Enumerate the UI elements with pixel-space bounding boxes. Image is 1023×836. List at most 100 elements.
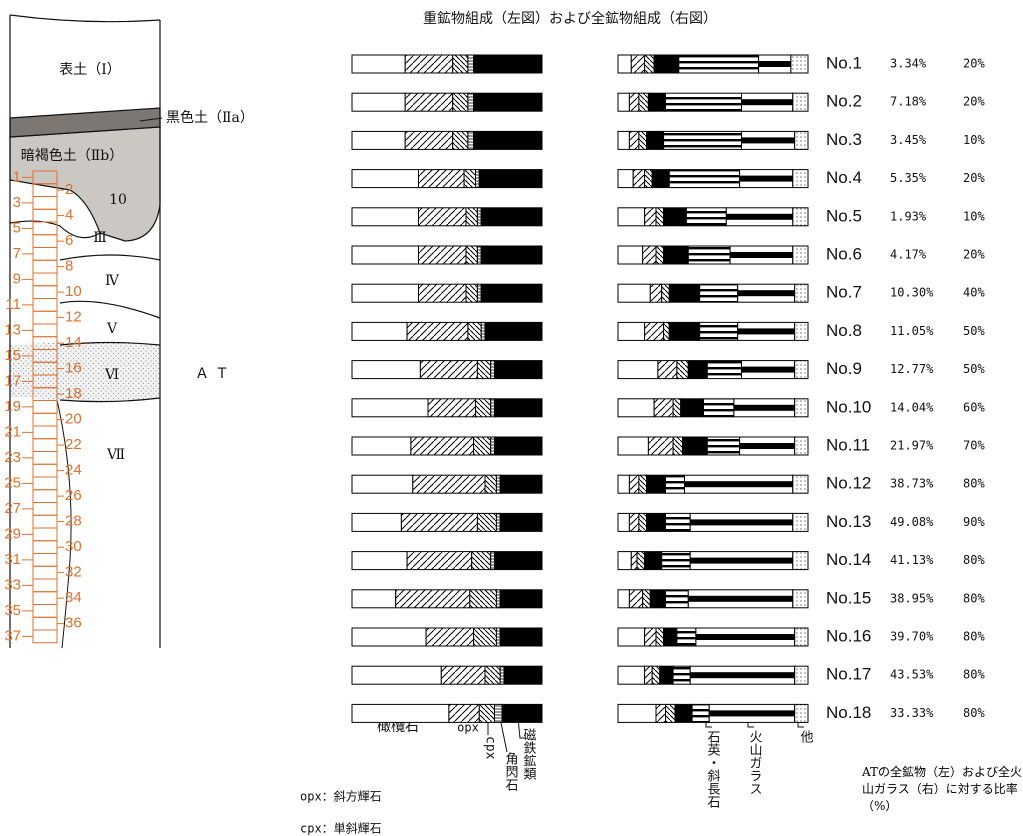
sample-box	[32, 489, 58, 503]
heavy-segment	[494, 436, 543, 456]
heavy-segment	[495, 627, 501, 647]
total-segment	[642, 245, 657, 265]
total-segment	[685, 207, 727, 227]
total-segment	[617, 703, 657, 723]
at-ratio: 80%	[963, 668, 985, 682]
glass-band	[741, 137, 795, 144]
sample-label: 20	[65, 411, 82, 428]
heavy-segment	[480, 321, 486, 341]
total-segment	[630, 551, 638, 571]
total-segment	[794, 130, 809, 150]
sample-label: 9	[13, 270, 21, 287]
total-segment	[672, 436, 684, 456]
sample-label: 32	[65, 564, 82, 581]
sample-label: 33	[4, 576, 21, 593]
heavy-segment	[418, 169, 465, 189]
at-ratio: 20%	[963, 95, 985, 109]
heavy-segment	[412, 474, 486, 494]
heavy-segment	[351, 436, 412, 456]
row-no: No.6	[826, 244, 862, 263]
heavy-segment	[452, 130, 469, 150]
glass-band	[709, 710, 795, 717]
heavy-segment	[425, 627, 475, 647]
total-segment	[644, 321, 665, 341]
total-segment	[628, 589, 644, 609]
sample-box	[32, 400, 58, 414]
row-no: No.13	[826, 512, 871, 531]
total-segment	[636, 551, 646, 571]
sample-label: 3	[13, 194, 21, 211]
heavy-segment	[463, 169, 477, 189]
row-no: No.18	[826, 703, 871, 722]
total-segment	[617, 474, 630, 494]
heavy-segment	[490, 360, 496, 380]
heavy-segment	[499, 665, 505, 685]
at-ratio: 20%	[963, 248, 985, 262]
total-segment	[655, 245, 665, 265]
total-segment	[646, 512, 666, 532]
glass-ratio: 49.08%	[890, 515, 934, 529]
heavy-segment	[484, 665, 501, 685]
total-segment	[644, 169, 653, 189]
heavy-segment	[499, 474, 543, 494]
heavy-segment	[351, 92, 406, 112]
heavy-segment	[351, 245, 419, 265]
heavy-segment	[484, 474, 497, 494]
sample-label: 15	[4, 347, 21, 364]
heavy-segment	[473, 130, 543, 150]
layer-label: Ⅴ	[106, 321, 118, 337]
total-segment	[655, 703, 666, 723]
total-segment	[668, 169, 741, 189]
total-segment	[794, 321, 809, 341]
total-segment	[699, 321, 739, 341]
row-no: No.1	[826, 53, 862, 72]
glass-band	[737, 290, 795, 297]
total-segment	[617, 551, 632, 571]
heavy-segment	[351, 169, 419, 189]
total-segment	[628, 130, 640, 150]
heavy-segment	[473, 54, 543, 74]
heavy-segment	[490, 436, 496, 456]
sample-label: 21	[4, 423, 21, 440]
heavy-segment	[494, 398, 543, 418]
total-segment	[665, 474, 685, 494]
sample-label: 35	[4, 602, 21, 619]
at-ratio: 60%	[963, 400, 985, 414]
sample-label: 36	[65, 615, 82, 632]
heavy-segment	[465, 207, 478, 227]
sample-label: 18	[65, 385, 82, 402]
heavy-segment	[478, 703, 495, 723]
total-segment	[617, 130, 630, 150]
total-segment	[653, 54, 680, 74]
sample-label: 27	[4, 500, 21, 517]
total-segment	[649, 283, 663, 303]
at-ratio: 80%	[963, 591, 985, 605]
heavy-segment	[494, 360, 543, 380]
row-no: No.4	[826, 168, 862, 187]
heavy-segment	[499, 627, 543, 647]
sample-box	[32, 412, 58, 427]
glass-band	[690, 519, 793, 526]
total-segment	[663, 627, 678, 647]
total-segment	[646, 130, 665, 150]
total-segment	[663, 207, 687, 227]
total-segment	[792, 474, 809, 494]
total-segment	[676, 627, 697, 647]
at-ratio: 80%	[963, 553, 985, 567]
total-segment	[617, 627, 646, 647]
sample-label: 14	[65, 334, 82, 351]
glass-ratio: 39.70%	[890, 630, 934, 644]
heavy-segment	[395, 589, 471, 609]
sample-box	[32, 208, 58, 223]
heavy-segment	[480, 245, 543, 265]
heavy-segment	[503, 665, 543, 685]
total-segment	[663, 321, 670, 341]
total-segment	[617, 92, 630, 112]
heavy-segment	[501, 703, 543, 723]
at-ratio: 70%	[963, 439, 985, 453]
glass-ratio: 1.93%	[890, 209, 927, 223]
glass-ratio: 38.95%	[890, 591, 934, 605]
legend-label: cpx	[483, 736, 498, 760]
glass-band	[688, 595, 793, 602]
glass-band	[684, 481, 793, 488]
